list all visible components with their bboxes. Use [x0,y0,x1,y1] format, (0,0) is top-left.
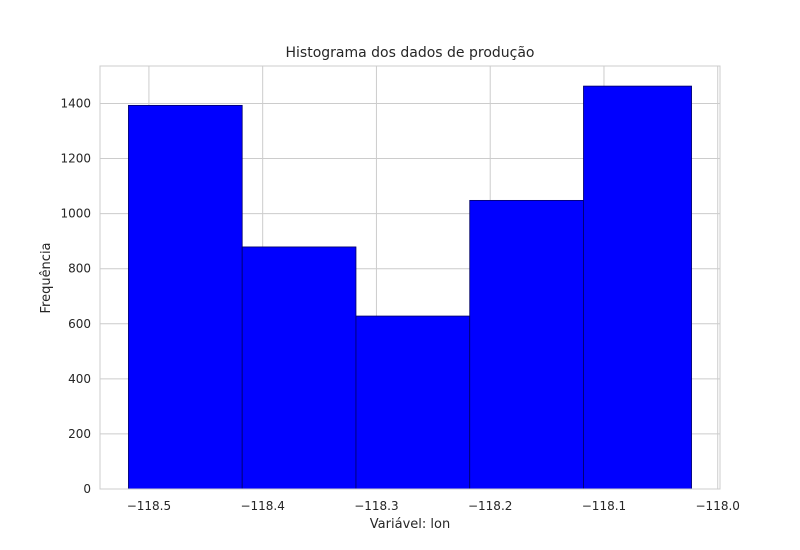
x-axis-label: Variável: lon [370,517,450,532]
histogram-bar-2 [241,246,357,490]
y-tick-label: 1400 [60,96,91,110]
x-tick-label: −118.1 [582,499,626,513]
histogram-bar-3 [355,315,471,490]
y-axis-label: Frequência [39,242,54,313]
x-tick-label: −118.0 [696,499,740,513]
histogram-bars [128,85,692,490]
y-tick-label: 0 [83,482,91,496]
y-tick-label: 800 [68,262,91,276]
y-tick-labels: 0 200 400 600 800 1000 1200 1400 [60,96,91,496]
y-tick-label: 600 [68,317,91,331]
x-tick-label: −118.3 [354,499,398,513]
histogram-bar-4 [469,199,584,490]
histogram-bar-1 [128,104,243,490]
y-tick-label: 1000 [60,207,91,221]
y-tick-label: 1200 [60,152,91,166]
y-tick-label: 200 [68,427,91,441]
plot-frame [99,65,721,490]
chart-title: Histograma dos dados de produção [286,45,535,61]
x-tick-labels: −118.5 −118.4 −118.3 −118.2 −118.1 −118.0 [127,499,740,513]
x-tick-label: −118.4 [240,499,284,513]
y-tick-label: 400 [68,372,91,386]
x-tick-label: −118.2 [468,499,512,513]
histogram-bar-5 [583,85,692,490]
x-tick-label: −118.5 [127,499,171,513]
